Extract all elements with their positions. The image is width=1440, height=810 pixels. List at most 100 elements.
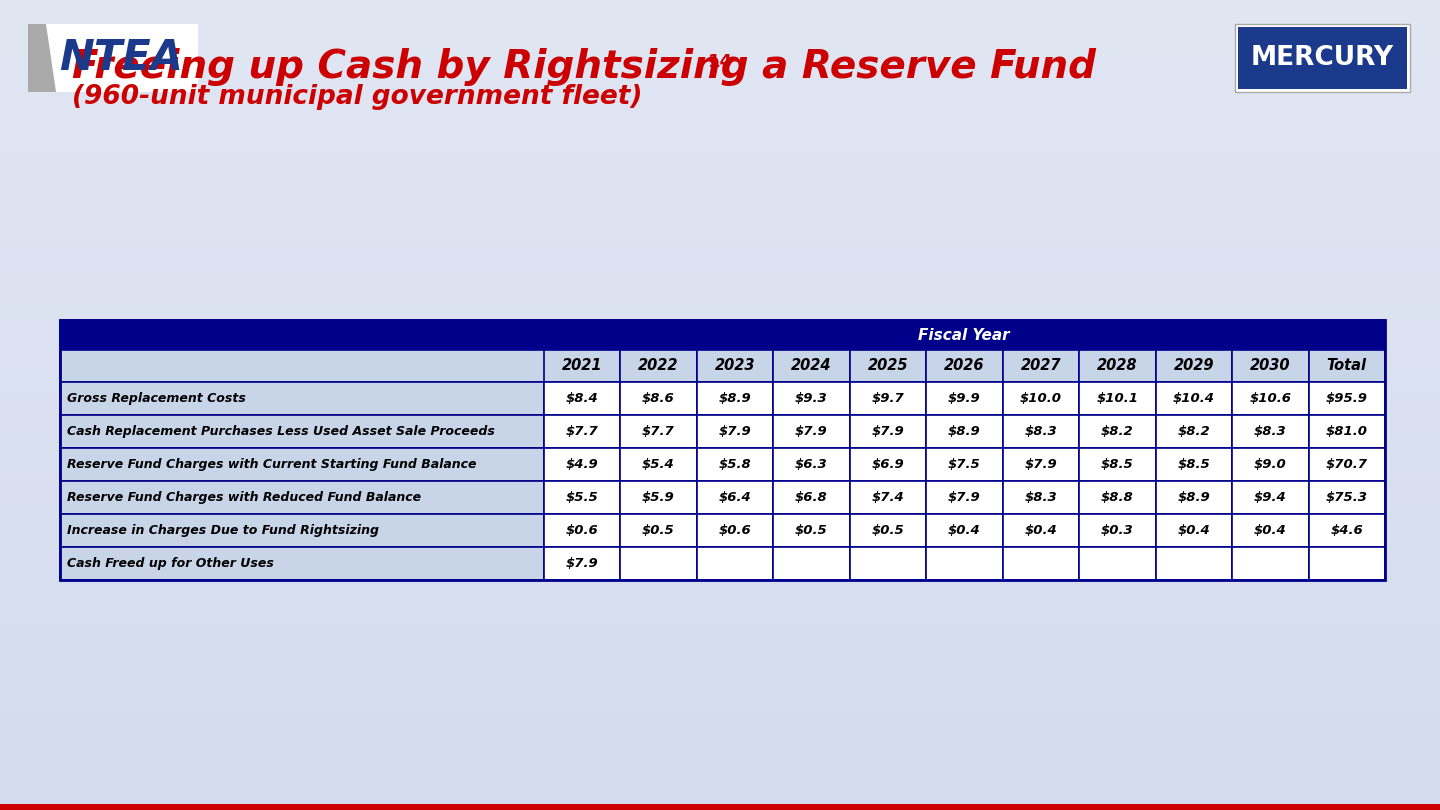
Bar — [0, 129, 1440, 134]
Bar — [0, 603, 1440, 608]
Bar — [0, 368, 1440, 373]
Bar — [0, 343, 1440, 348]
Bar — [0, 433, 1440, 437]
Bar — [1309, 382, 1385, 415]
Bar — [0, 736, 1440, 741]
Bar — [0, 404, 1440, 409]
Text: $0.6: $0.6 — [566, 524, 598, 537]
Text: 2024: 2024 — [791, 359, 831, 373]
Bar — [0, 266, 1440, 271]
Text: $8.2: $8.2 — [1178, 425, 1210, 438]
Bar — [0, 526, 1440, 531]
Bar — [0, 226, 1440, 231]
Text: $9.0: $9.0 — [1254, 458, 1287, 471]
Bar — [0, 704, 1440, 709]
Bar — [0, 740, 1440, 745]
Bar — [0, 392, 1440, 397]
Bar — [850, 350, 926, 382]
Text: $4.6: $4.6 — [1331, 524, 1364, 537]
Bar — [0, 671, 1440, 676]
Bar — [0, 437, 1440, 441]
Bar — [0, 542, 1440, 547]
Bar — [850, 514, 926, 547]
Text: $7.4: $7.4 — [871, 491, 904, 504]
Bar — [1233, 547, 1309, 580]
Bar — [1155, 382, 1233, 415]
Bar — [697, 547, 773, 580]
Text: $0.4: $0.4 — [1254, 524, 1287, 537]
Bar — [0, 339, 1440, 344]
Bar — [0, 113, 1440, 117]
Text: MERCURY: MERCURY — [1251, 45, 1394, 71]
Bar — [0, 303, 1440, 308]
Bar — [0, 64, 1440, 69]
Text: $9.9: $9.9 — [948, 392, 981, 405]
Bar — [0, 88, 1440, 93]
Bar — [773, 481, 850, 514]
Bar — [0, 125, 1440, 130]
Bar — [1309, 448, 1385, 481]
Bar — [1002, 547, 1079, 580]
Text: Gross Replacement Costs: Gross Replacement Costs — [68, 392, 246, 405]
Bar — [0, 218, 1440, 223]
Bar — [0, 493, 1440, 498]
Text: $8.2: $8.2 — [1102, 425, 1133, 438]
Bar — [0, 595, 1440, 599]
Bar — [926, 514, 1002, 547]
Text: $95.9: $95.9 — [1326, 392, 1368, 405]
Bar — [0, 141, 1440, 146]
Text: $8.4: $8.4 — [566, 392, 598, 405]
Text: $7.9: $7.9 — [719, 425, 752, 438]
Bar — [850, 547, 926, 580]
Bar — [0, 76, 1440, 81]
Bar — [0, 400, 1440, 405]
Bar — [0, 15, 1440, 20]
Text: 2030: 2030 — [1250, 359, 1290, 373]
Bar — [0, 578, 1440, 583]
Bar — [0, 190, 1440, 194]
Bar — [0, 210, 1440, 215]
Bar — [0, 501, 1440, 506]
Text: $5.5: $5.5 — [566, 491, 598, 504]
Bar — [0, 599, 1440, 603]
Bar — [0, 295, 1440, 300]
Bar — [0, 388, 1440, 393]
Bar — [0, 384, 1440, 389]
Bar — [0, 449, 1440, 454]
Bar — [0, 420, 1440, 425]
Bar — [0, 769, 1440, 774]
Bar — [0, 473, 1440, 478]
Bar — [850, 481, 926, 514]
Bar — [0, 680, 1440, 684]
Bar — [544, 514, 621, 547]
Text: NTEA: NTEA — [59, 37, 183, 79]
Bar — [0, 534, 1440, 539]
Text: $6.3: $6.3 — [795, 458, 828, 471]
Bar — [0, 804, 1440, 810]
Bar — [0, 441, 1440, 446]
Bar — [0, 72, 1440, 77]
Bar — [0, 80, 1440, 85]
Bar — [1002, 448, 1079, 481]
Bar — [0, 283, 1440, 288]
Bar — [0, 250, 1440, 255]
Bar — [0, 246, 1440, 251]
Text: $8.5: $8.5 — [1178, 458, 1210, 471]
Bar — [0, 36, 1440, 41]
Bar — [1155, 448, 1233, 481]
Text: $9.7: $9.7 — [871, 392, 904, 405]
Bar — [0, 485, 1440, 490]
Bar — [0, 684, 1440, 688]
Bar — [1079, 547, 1155, 580]
Text: $0.5: $0.5 — [871, 524, 904, 537]
Bar — [0, 262, 1440, 267]
Bar — [0, 23, 1440, 28]
Bar — [0, 364, 1440, 369]
Bar — [0, 607, 1440, 612]
Bar — [0, 635, 1440, 640]
Bar — [621, 415, 697, 448]
Bar — [1155, 514, 1233, 547]
Bar — [0, 676, 1440, 680]
Bar — [0, 457, 1440, 462]
Bar — [773, 448, 850, 481]
